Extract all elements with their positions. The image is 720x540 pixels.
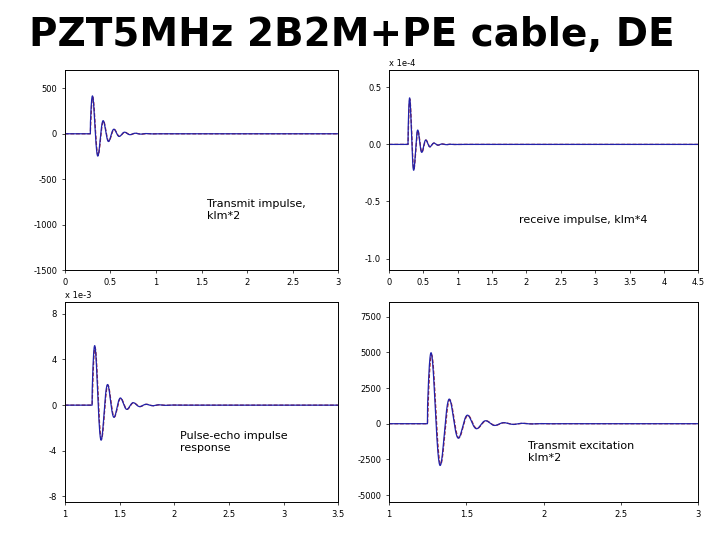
Text: x 1e-4: x 1e-4 bbox=[389, 59, 415, 68]
Text: Transmit impulse,
klm*2: Transmit impulse, klm*2 bbox=[207, 199, 306, 221]
Text: receive impulse, klm*4: receive impulse, klm*4 bbox=[519, 215, 647, 225]
Text: PZT5MHz 2B2M+PE cable, DE: PZT5MHz 2B2M+PE cable, DE bbox=[29, 16, 675, 54]
Text: x 1e-3: x 1e-3 bbox=[65, 292, 91, 300]
Text: Transmit excitation
klm*2: Transmit excitation klm*2 bbox=[528, 442, 634, 463]
Text: Pulse-echo impulse
response: Pulse-echo impulse response bbox=[180, 431, 287, 453]
